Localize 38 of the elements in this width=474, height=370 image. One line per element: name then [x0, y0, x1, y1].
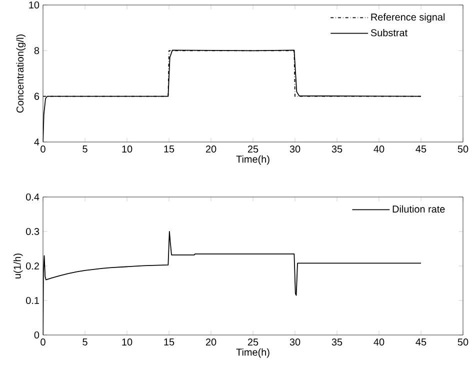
- y-tick-label: 6: [34, 92, 40, 100]
- x-tick-label: 25: [248, 338, 258, 346]
- x-tick-label: 15: [164, 338, 174, 346]
- x-tick-label: 5: [82, 338, 88, 346]
- y-tick-label: 0.1: [26, 296, 40, 304]
- x-tick-label: 5: [82, 146, 88, 152]
- y-tick-label: 0: [34, 331, 40, 339]
- x-tick-label: 20: [206, 338, 216, 346]
- x-tick-label: 40: [374, 146, 384, 153]
- y-tick-label: 0.4: [26, 193, 40, 201]
- x-tick-label: 20: [206, 146, 216, 153]
- x-tick-label: 40: [374, 338, 384, 346]
- legend-label: Dilution rate: [392, 205, 445, 213]
- x-tick-label: 15: [164, 146, 174, 152]
- x-tick-label: 10: [122, 146, 132, 153]
- y-axis-title: Concentration(g/l): [16, 34, 26, 113]
- legend-label: Reference signal: [371, 13, 445, 23]
- x-tick-label: 35: [332, 146, 342, 153]
- x-tick-label: 30: [290, 338, 300, 346]
- x-tick-label: 0: [40, 146, 46, 153]
- x-tick-label: 50: [458, 146, 468, 153]
- x-tick-label: 50: [458, 338, 468, 346]
- y-tick-label: 0.2: [26, 262, 39, 270]
- x-axis-title: Time(h): [236, 348, 270, 358]
- legend-label: Substrat: [370, 28, 408, 36]
- y-tick-label: 4: [34, 138, 40, 146]
- x-tick-label: 45: [416, 338, 426, 346]
- y-tick-label: 0.3: [26, 228, 40, 236]
- x-tick-label: 25: [248, 146, 258, 153]
- x-axis-title: Time(h): [236, 155, 270, 165]
- x-tick-label: 35: [332, 338, 342, 346]
- y-tick-label: 8: [34, 47, 40, 54]
- x-tick-label: 0: [40, 338, 46, 346]
- x-tick-label: 10: [122, 338, 132, 346]
- y-axis-title: u(1/h): [13, 254, 23, 278]
- x-tick-label: 45: [416, 146, 426, 152]
- y-tick-label: 10: [29, 1, 40, 9]
- x-tick-label: 30: [290, 146, 300, 153]
